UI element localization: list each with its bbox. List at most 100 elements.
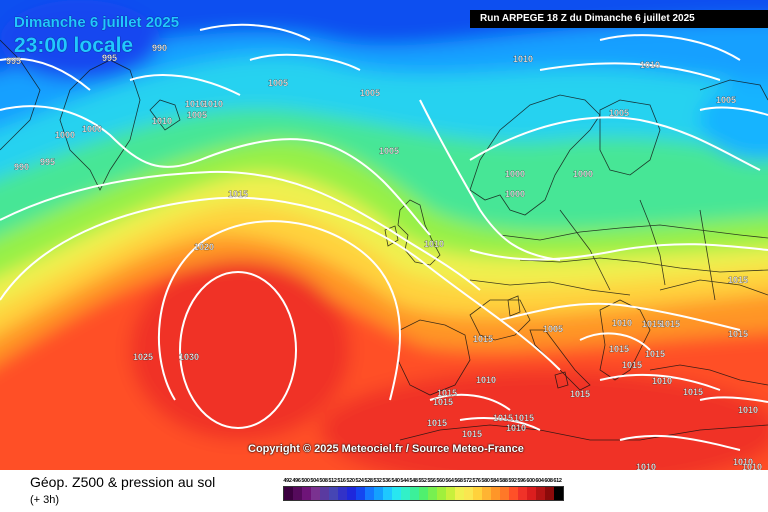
isobar-label: 1010 xyxy=(738,405,758,415)
scale-labels: 492 496 500 504 508 512 516 520 524 528 532 536 540 5… xyxy=(283,478,751,484)
scale-swatch xyxy=(284,487,293,500)
scale-swatch xyxy=(374,487,383,500)
isobar-label: 1000 xyxy=(82,124,102,134)
isobar-label: 1015 xyxy=(660,319,680,329)
scale-value-label: 596 xyxy=(517,478,526,484)
isobar-label: 1010 xyxy=(652,376,672,386)
scale-value-label: 608 xyxy=(544,478,553,484)
isobar-label: 1015 xyxy=(728,275,748,285)
isobar-label: 1015 xyxy=(622,360,642,370)
scale-swatches xyxy=(283,486,564,501)
isobar-label: 1005 xyxy=(379,146,399,156)
isobar-label: 1015 xyxy=(728,329,748,339)
map-date: Dimanche 6 juillet 2025 xyxy=(14,14,180,31)
scale-swatch xyxy=(347,487,356,500)
scale-value-label: 588 xyxy=(499,478,508,484)
scale-value-label: 504 xyxy=(310,478,319,484)
scale-value-label: 528 xyxy=(364,478,373,484)
isobar-label: 1010 xyxy=(640,60,660,70)
isobar-label: 990 xyxy=(152,43,167,53)
scale-value-label: 524 xyxy=(355,478,364,484)
isobar-label: 1010 xyxy=(506,423,526,433)
isobar-label: 1005 xyxy=(543,324,563,334)
scale-swatch xyxy=(311,487,320,500)
scale-value-label: 556 xyxy=(427,478,436,484)
scale-swatch xyxy=(293,487,302,500)
scale-value-label: 560 xyxy=(436,478,445,484)
isobar-label: 1000 xyxy=(573,169,593,179)
isobar-lines xyxy=(0,23,768,451)
scale-swatch xyxy=(401,487,410,500)
scale-swatch xyxy=(536,487,545,500)
isobar-label: 1000 xyxy=(55,130,75,140)
scale-swatch xyxy=(392,487,401,500)
isobar-label: 1015 xyxy=(437,388,457,398)
scale-value-label: 552 xyxy=(418,478,427,484)
scale-value-label: 532 xyxy=(373,478,382,484)
scale-swatch xyxy=(446,487,455,500)
isobar-label: 1015 xyxy=(427,418,447,428)
scale-value-label: 568 xyxy=(454,478,463,484)
scale-swatch xyxy=(410,487,419,500)
map-title: Géop. Z500 & pression au sol xyxy=(30,474,216,490)
scale-swatch xyxy=(554,487,563,500)
isobar-label: 995 xyxy=(102,53,117,63)
isobar-label: 990 xyxy=(14,162,29,172)
scale-value-label: 564 xyxy=(445,478,454,484)
scale-value-label: 576 xyxy=(472,478,481,484)
model-run-banner: Run ARPEGE 18 Z du Dimanche 6 juillet 20… xyxy=(470,10,768,28)
isobar-label: 1030 xyxy=(179,352,199,362)
isobar-label: 1005 xyxy=(716,95,736,105)
isobar-label: 1010 xyxy=(203,99,223,109)
isobar-label: 1005 xyxy=(360,88,380,98)
isobar-label: 1015 xyxy=(228,189,248,199)
scale-swatch xyxy=(428,487,437,500)
scale-swatch xyxy=(437,487,446,500)
isobar-label: 1005 xyxy=(609,108,629,118)
scale-swatch xyxy=(320,487,329,500)
copyright-notice: Copyright © 2025 Meteociel.fr / Source M… xyxy=(248,443,524,455)
model-run-label: Run ARPEGE 18 Z du Dimanche 6 juillet 20… xyxy=(480,13,695,24)
isobar-label: 1010 xyxy=(612,318,632,328)
scale-value-label: 512 xyxy=(328,478,337,484)
scale-value-label: 520 xyxy=(346,478,355,484)
isobar-label: 1015 xyxy=(433,397,453,407)
scale-swatch xyxy=(545,487,554,500)
scale-swatch xyxy=(455,487,464,500)
scale-value-label: 544 xyxy=(400,478,409,484)
isobar-label: 1015 xyxy=(570,389,590,399)
isobar-label: 1010 xyxy=(742,462,762,470)
isobar-label: 1010 xyxy=(513,54,533,64)
map-local-time: 23:00 locale xyxy=(14,34,134,57)
scale-swatch xyxy=(500,487,509,500)
scale-swatch xyxy=(473,487,482,500)
scale-value-label: 492 xyxy=(283,478,292,484)
scale-value-label: 592 xyxy=(508,478,517,484)
scale-value-label: 516 xyxy=(337,478,346,484)
scale-swatch xyxy=(482,487,491,500)
scale-swatch xyxy=(383,487,392,500)
z500-color-scale: 492 496 500 504 508 512 516 520 524 528 532 536 540 5… xyxy=(283,478,751,501)
isobar-label: 1015 xyxy=(473,334,493,344)
isobar-label-layer: 995 990 995 1005 1005 1010 1010 1010 100… xyxy=(6,43,762,470)
scale-swatch xyxy=(329,487,338,500)
isobar-label: 1005 xyxy=(268,78,288,88)
isobar-label: 1010 xyxy=(185,99,205,109)
weather-map: 995 990 995 1005 1005 1010 1010 1010 100… xyxy=(0,0,768,470)
isobar-label: 995 xyxy=(6,56,21,66)
scale-swatch xyxy=(527,487,536,500)
scale-swatch xyxy=(518,487,527,500)
isobar-label: 1015 xyxy=(514,413,534,423)
isobar-label: 1010 xyxy=(636,462,656,470)
isobar-label: 1015 xyxy=(645,349,665,359)
isobar-label: 1010 xyxy=(476,375,496,385)
scale-value-label: 496 xyxy=(292,478,301,484)
isobar-label: 1010 xyxy=(152,116,172,126)
isobar-label: 1010 xyxy=(424,239,444,249)
isobar-label: 1015 xyxy=(683,387,703,397)
isobar-label: 1000 xyxy=(505,189,525,199)
isobar-label: 1010 xyxy=(733,457,753,467)
scale-swatch xyxy=(491,487,500,500)
scale-value-label: 604 xyxy=(535,478,544,484)
isobar-label: 995 xyxy=(40,157,55,167)
